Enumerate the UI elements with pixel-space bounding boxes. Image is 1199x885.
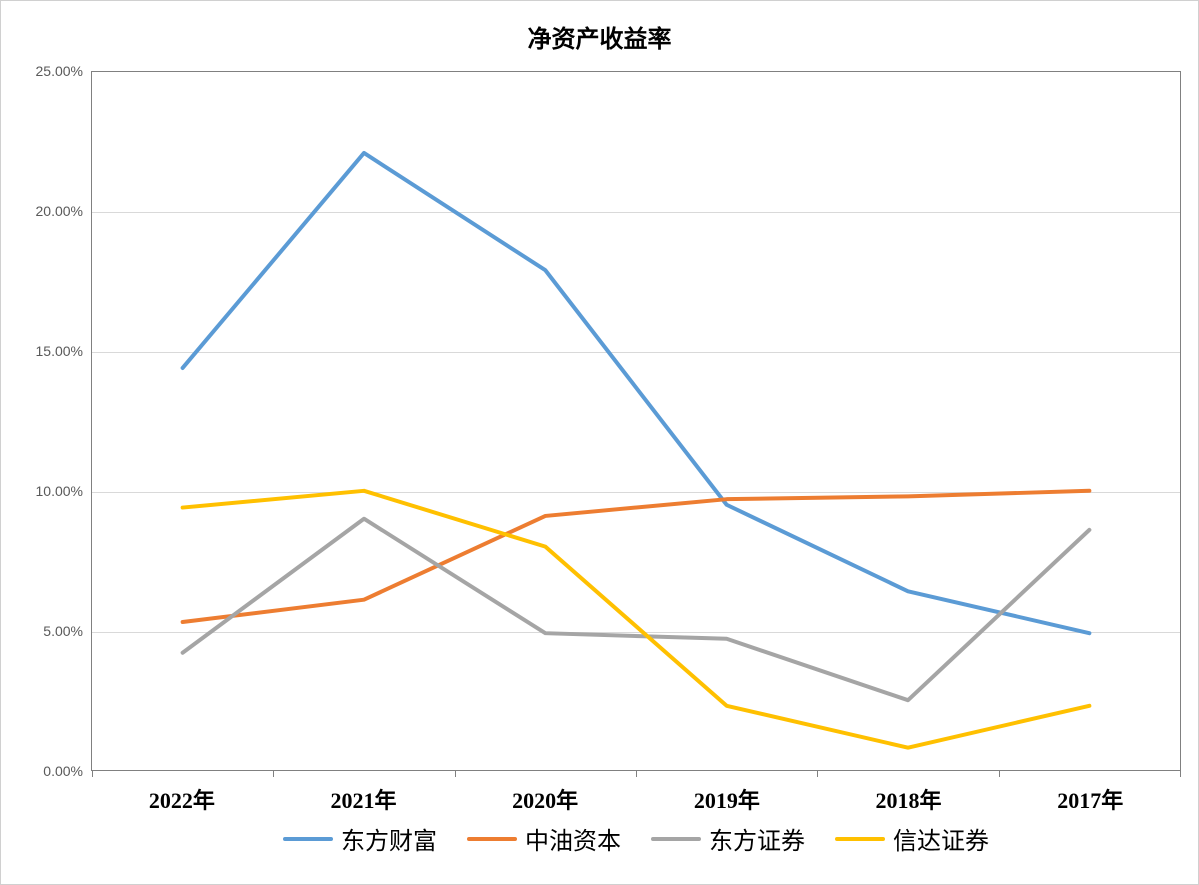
legend-label: 东方财富	[341, 821, 437, 856]
legend-swatch	[651, 837, 701, 841]
x-axis-labels: 2022年 2021年 2020年 2019年 2018年 2017年	[91, 783, 1181, 815]
y-tick-label-2: 10.00%	[36, 483, 83, 499]
x-tick-label: 2019年	[636, 783, 818, 815]
legend-label: 东方证券	[709, 821, 805, 856]
y-tick-label-1: 5.00%	[43, 623, 83, 639]
x-tick-label: 2017年	[999, 783, 1181, 815]
legend-item-3: 信达证券	[835, 821, 989, 856]
legend-item-1: 中油资本	[467, 821, 621, 856]
x-tick	[273, 770, 274, 777]
legend-item-2: 东方证券	[651, 821, 805, 856]
x-tick-label: 2021年	[273, 783, 455, 815]
y-tick-label-3: 15.00%	[36, 343, 83, 359]
y-tick-label-0: 0.00%	[43, 763, 83, 779]
chart-lines	[92, 72, 1180, 770]
chart-container: 净资产收益率 0.00% 5.00% 10.00% 15.00% 20.00% …	[0, 0, 1199, 885]
legend-swatch	[835, 837, 885, 841]
x-tick	[92, 770, 93, 777]
plot-area	[91, 71, 1181, 771]
y-tick-label-4: 20.00%	[36, 203, 83, 219]
x-tick	[1180, 770, 1181, 777]
x-tick	[636, 770, 637, 777]
x-tick	[455, 770, 456, 777]
legend-label: 中油资本	[525, 821, 621, 856]
legend-label: 信达证券	[893, 821, 989, 856]
x-tick	[817, 770, 818, 777]
legend: 东方财富 中油资本 东方证券 信达证券	[91, 821, 1181, 856]
legend-swatch	[467, 837, 517, 841]
series-line	[183, 519, 1090, 700]
legend-swatch	[283, 837, 333, 841]
chart-title: 净资产收益率	[1, 1, 1198, 64]
legend-item-0: 东方财富	[283, 821, 437, 856]
series-line	[183, 491, 1090, 748]
series-line	[183, 153, 1090, 633]
x-tick-label: 2020年	[454, 783, 636, 815]
x-tick-label: 2018年	[818, 783, 1000, 815]
y-tick-label-5: 25.00%	[36, 63, 83, 79]
x-tick-label: 2022年	[91, 783, 273, 815]
x-tick	[999, 770, 1000, 777]
